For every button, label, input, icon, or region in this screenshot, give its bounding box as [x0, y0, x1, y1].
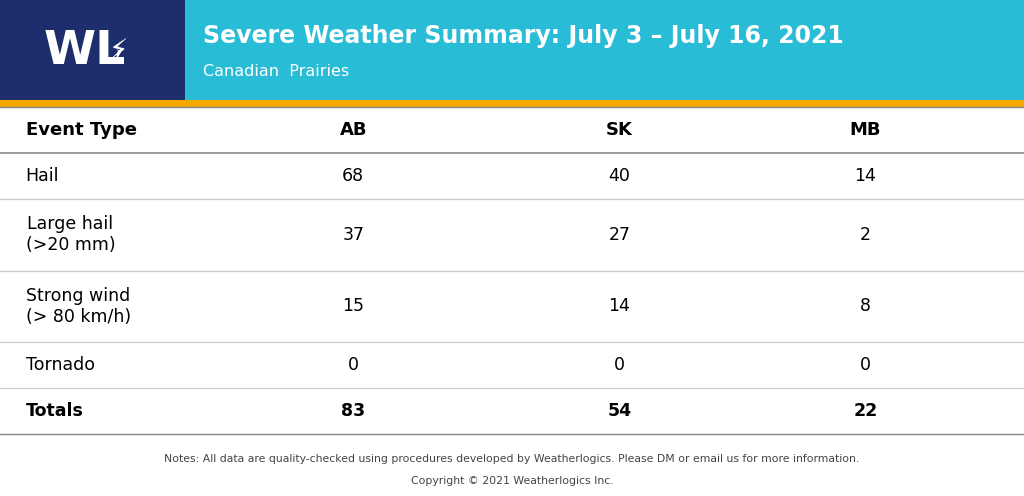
Text: WL: WL	[43, 29, 126, 74]
Bar	[0, 0, 1024, 100]
Text: 2: 2	[860, 226, 870, 244]
Text: 0: 0	[614, 356, 625, 374]
Text: SK: SK	[606, 121, 633, 139]
Text: MB: MB	[850, 121, 881, 139]
Text: Event Type: Event Type	[26, 121, 136, 139]
Text: Strong wind
(> 80 km/h): Strong wind (> 80 km/h)	[26, 287, 131, 325]
Text: Notes: All data are quality-checked using procedures developed by Weatherlogics.: Notes: All data are quality-checked usin…	[165, 454, 859, 464]
Text: 0: 0	[348, 356, 358, 374]
Text: 14: 14	[854, 167, 877, 185]
Text: 22: 22	[853, 402, 878, 420]
Text: Copyright © 2021 Weatherlogics Inc.: Copyright © 2021 Weatherlogics Inc.	[411, 476, 613, 486]
Text: 40: 40	[608, 167, 631, 185]
Text: Hail: Hail	[26, 167, 59, 185]
Text: ⚡: ⚡	[109, 37, 128, 65]
Text: Severe Weather Summary: July 3 – July 16, 2021: Severe Weather Summary: July 3 – July 16…	[203, 24, 844, 48]
Text: 37: 37	[342, 226, 365, 244]
Text: Large hail
(>20 mm): Large hail (>20 mm)	[26, 215, 116, 254]
Text: Totals: Totals	[26, 402, 84, 420]
Polygon shape	[116, 39, 123, 61]
Text: Tornado: Tornado	[26, 356, 94, 374]
Text: 27: 27	[608, 226, 631, 244]
Text: 14: 14	[608, 297, 631, 315]
Bar	[0, 100, 1024, 107]
Text: 0: 0	[860, 356, 870, 374]
Bar	[0, 0, 185, 100]
Text: 54: 54	[607, 402, 632, 420]
Text: 8: 8	[860, 297, 870, 315]
Text: 68: 68	[342, 167, 365, 185]
Text: Canadian  Prairies: Canadian Prairies	[203, 64, 349, 79]
Text: AB: AB	[340, 121, 367, 139]
Text: 83: 83	[341, 402, 366, 420]
Text: 15: 15	[342, 297, 365, 315]
